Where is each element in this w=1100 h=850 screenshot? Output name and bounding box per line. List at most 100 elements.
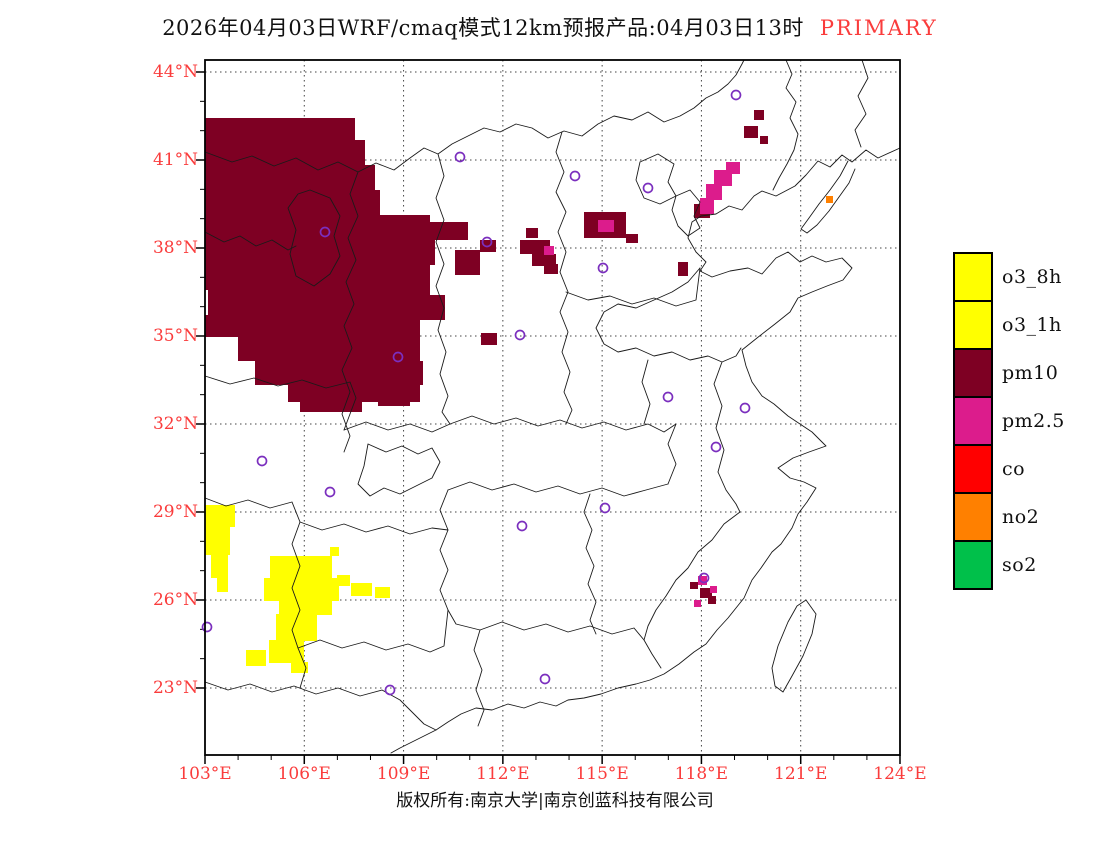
city-marker: [454, 151, 466, 163]
henan-hubei-border: [449, 415, 677, 433]
guangdong-north-border: [479, 621, 645, 641]
anhui-jiangsu-border: [713, 361, 725, 473]
city-marker: [324, 486, 336, 498]
patch-pm10: [255, 361, 423, 385]
patch-pm2.5: [710, 586, 717, 593]
legend-label: so2: [1002, 554, 1037, 576]
patch-o3: [211, 555, 228, 578]
province-boundaries: [204, 59, 901, 754]
patch-o3: [264, 578, 339, 601]
pollutant-patches: [205, 110, 833, 673]
patch-pm10: [544, 264, 558, 274]
patch-o3: [205, 505, 235, 527]
patch-pm2.5: [726, 162, 740, 174]
coastline: [390, 147, 901, 754]
guangxi-guangdong-border: [473, 629, 485, 727]
patch-o3: [205, 527, 230, 555]
legend: o3_8h o3_1h pm10 pm2.5 co no2 so2: [953, 252, 1065, 590]
hubei-south-border: [447, 481, 669, 497]
shaanxi-west-border: [341, 171, 359, 453]
lat-label: 26°N: [152, 589, 198, 610]
shandong-border: [595, 267, 742, 363]
shanxi-west-border: [435, 153, 451, 425]
patch-o3: [351, 583, 372, 596]
city-marker: [739, 402, 751, 414]
patch-pm10: [481, 333, 497, 345]
lon-label: 121°E: [774, 764, 828, 784]
patch-pm10: [532, 254, 556, 266]
patch-pm10: [205, 240, 435, 265]
city-marker: [514, 329, 526, 341]
hunan-west-border: [439, 489, 481, 631]
city-marker: [569, 170, 581, 182]
guizhou-north-border: [299, 521, 449, 535]
fujian-border: [643, 511, 741, 669]
guizhou-south-border: [297, 609, 449, 653]
patch-pm2.5: [598, 220, 614, 232]
guizhou-west-border: [291, 521, 301, 649]
legend-item-pm10: pm10: [953, 348, 1065, 398]
legend-label: o3_8h: [1002, 266, 1062, 288]
jiangxi-hunan-border: [583, 493, 597, 635]
sichuan-yunnan-border: [204, 497, 301, 523]
patch-pm10: [205, 118, 355, 140]
lon-label: 109°E: [376, 764, 431, 784]
patch-pm2.5: [698, 576, 707, 585]
city-marker: [256, 455, 268, 467]
city-marker: [384, 684, 396, 696]
inner-mongolia-border: [204, 59, 745, 173]
legend-label: pm2.5: [1002, 410, 1065, 432]
lon-label: 115°E: [575, 764, 629, 784]
anhui-hubei-border: [667, 423, 677, 485]
patch-pm10: [205, 315, 420, 337]
legend-item-pm2.5: pm2.5: [953, 396, 1065, 446]
hebei-south-border: [565, 267, 701, 307]
city-marker: [698, 572, 710, 584]
south-border: [204, 681, 437, 731]
qinling-border: [343, 421, 451, 433]
ningxia-border: [287, 189, 341, 287]
yunnan-guangxi-border: [297, 647, 307, 689]
lat-label: 44°N: [152, 62, 198, 82]
city-marker: [642, 182, 654, 194]
patch-pm10: [520, 240, 550, 254]
lon-label: 124°E: [873, 764, 927, 784]
patch-pm10: [378, 394, 410, 406]
patch-pm10: [430, 222, 468, 240]
city-marker: [730, 89, 742, 101]
taiwan-island: [771, 599, 817, 693]
patch-pm10: [690, 582, 698, 589]
lat-label: 32°N: [152, 413, 198, 434]
henan-anhui-border: [641, 359, 651, 425]
legend-item-o3_1h: o3_1h: [953, 300, 1065, 350]
patch-pm2.5: [544, 246, 554, 255]
lon-label: 106°E: [277, 764, 331, 784]
legend-item-co: co: [953, 444, 1065, 494]
patch-pm10: [205, 215, 430, 240]
sichuan-gansu-border: [204, 375, 357, 431]
patch-o3: [279, 600, 332, 615]
lat-label: 29°N: [152, 501, 198, 522]
copyright-footer: 版权所有:南京大学|南京创蓝科技有限公司: [105, 786, 1005, 811]
patch-pm10: [754, 110, 764, 120]
patch-pm2.5: [706, 184, 722, 200]
patch-pm10: [208, 290, 430, 315]
patch-o3: [337, 575, 350, 586]
title-primary-tag: PRIMARY: [819, 16, 938, 40]
lat-label: 38°N: [152, 237, 198, 258]
patch-pm10: [526, 228, 538, 238]
liaodong-peninsula: [800, 160, 856, 234]
shanxi-east-border: [555, 131, 573, 425]
patch-pm2.5: [694, 600, 701, 607]
patch-o3: [291, 662, 308, 673]
patch-pm10: [205, 165, 375, 190]
patch-pm10: [626, 234, 638, 243]
lon-label: 103°E: [178, 764, 232, 784]
map-frame: [204, 59, 901, 756]
city-marker: [201, 621, 213, 633]
legend-swatch: [953, 348, 993, 398]
patch-o3: [270, 556, 332, 579]
zhejiang-border: [717, 471, 741, 513]
patch-pm2.5: [700, 198, 714, 214]
